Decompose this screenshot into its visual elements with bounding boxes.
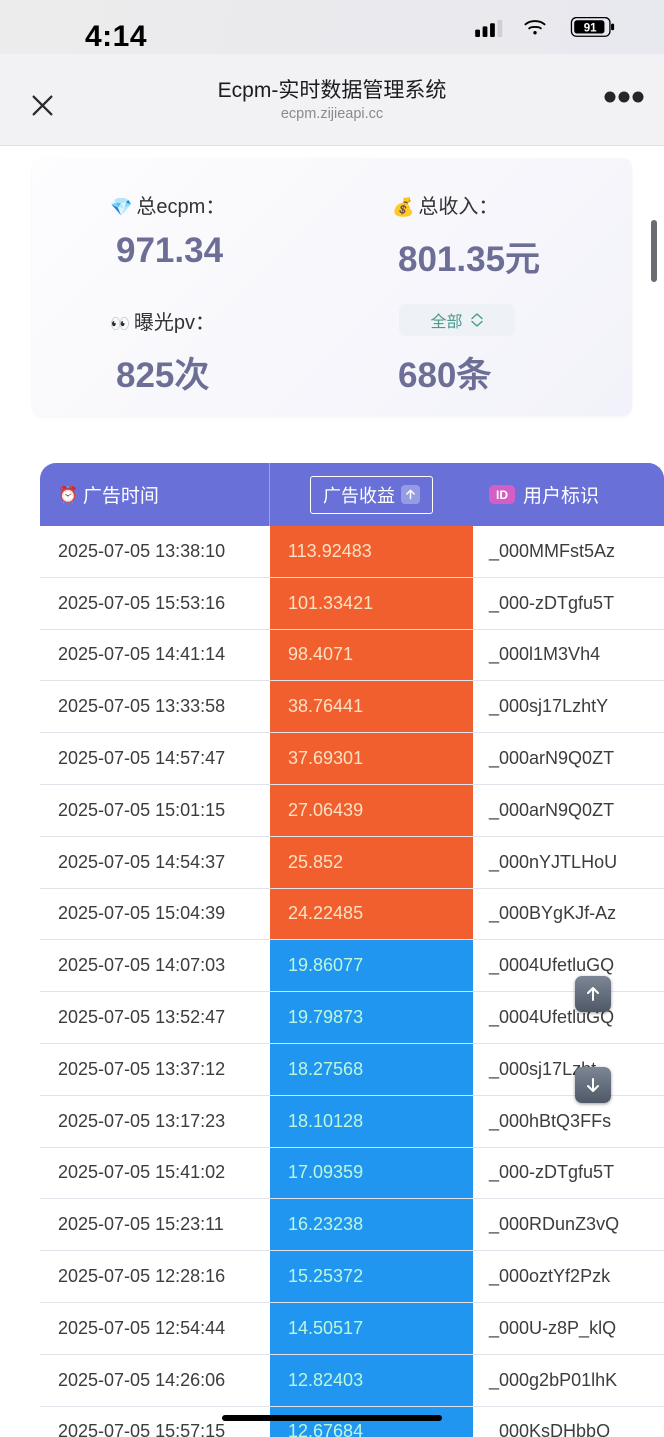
svg-text:91: 91	[584, 23, 597, 35]
